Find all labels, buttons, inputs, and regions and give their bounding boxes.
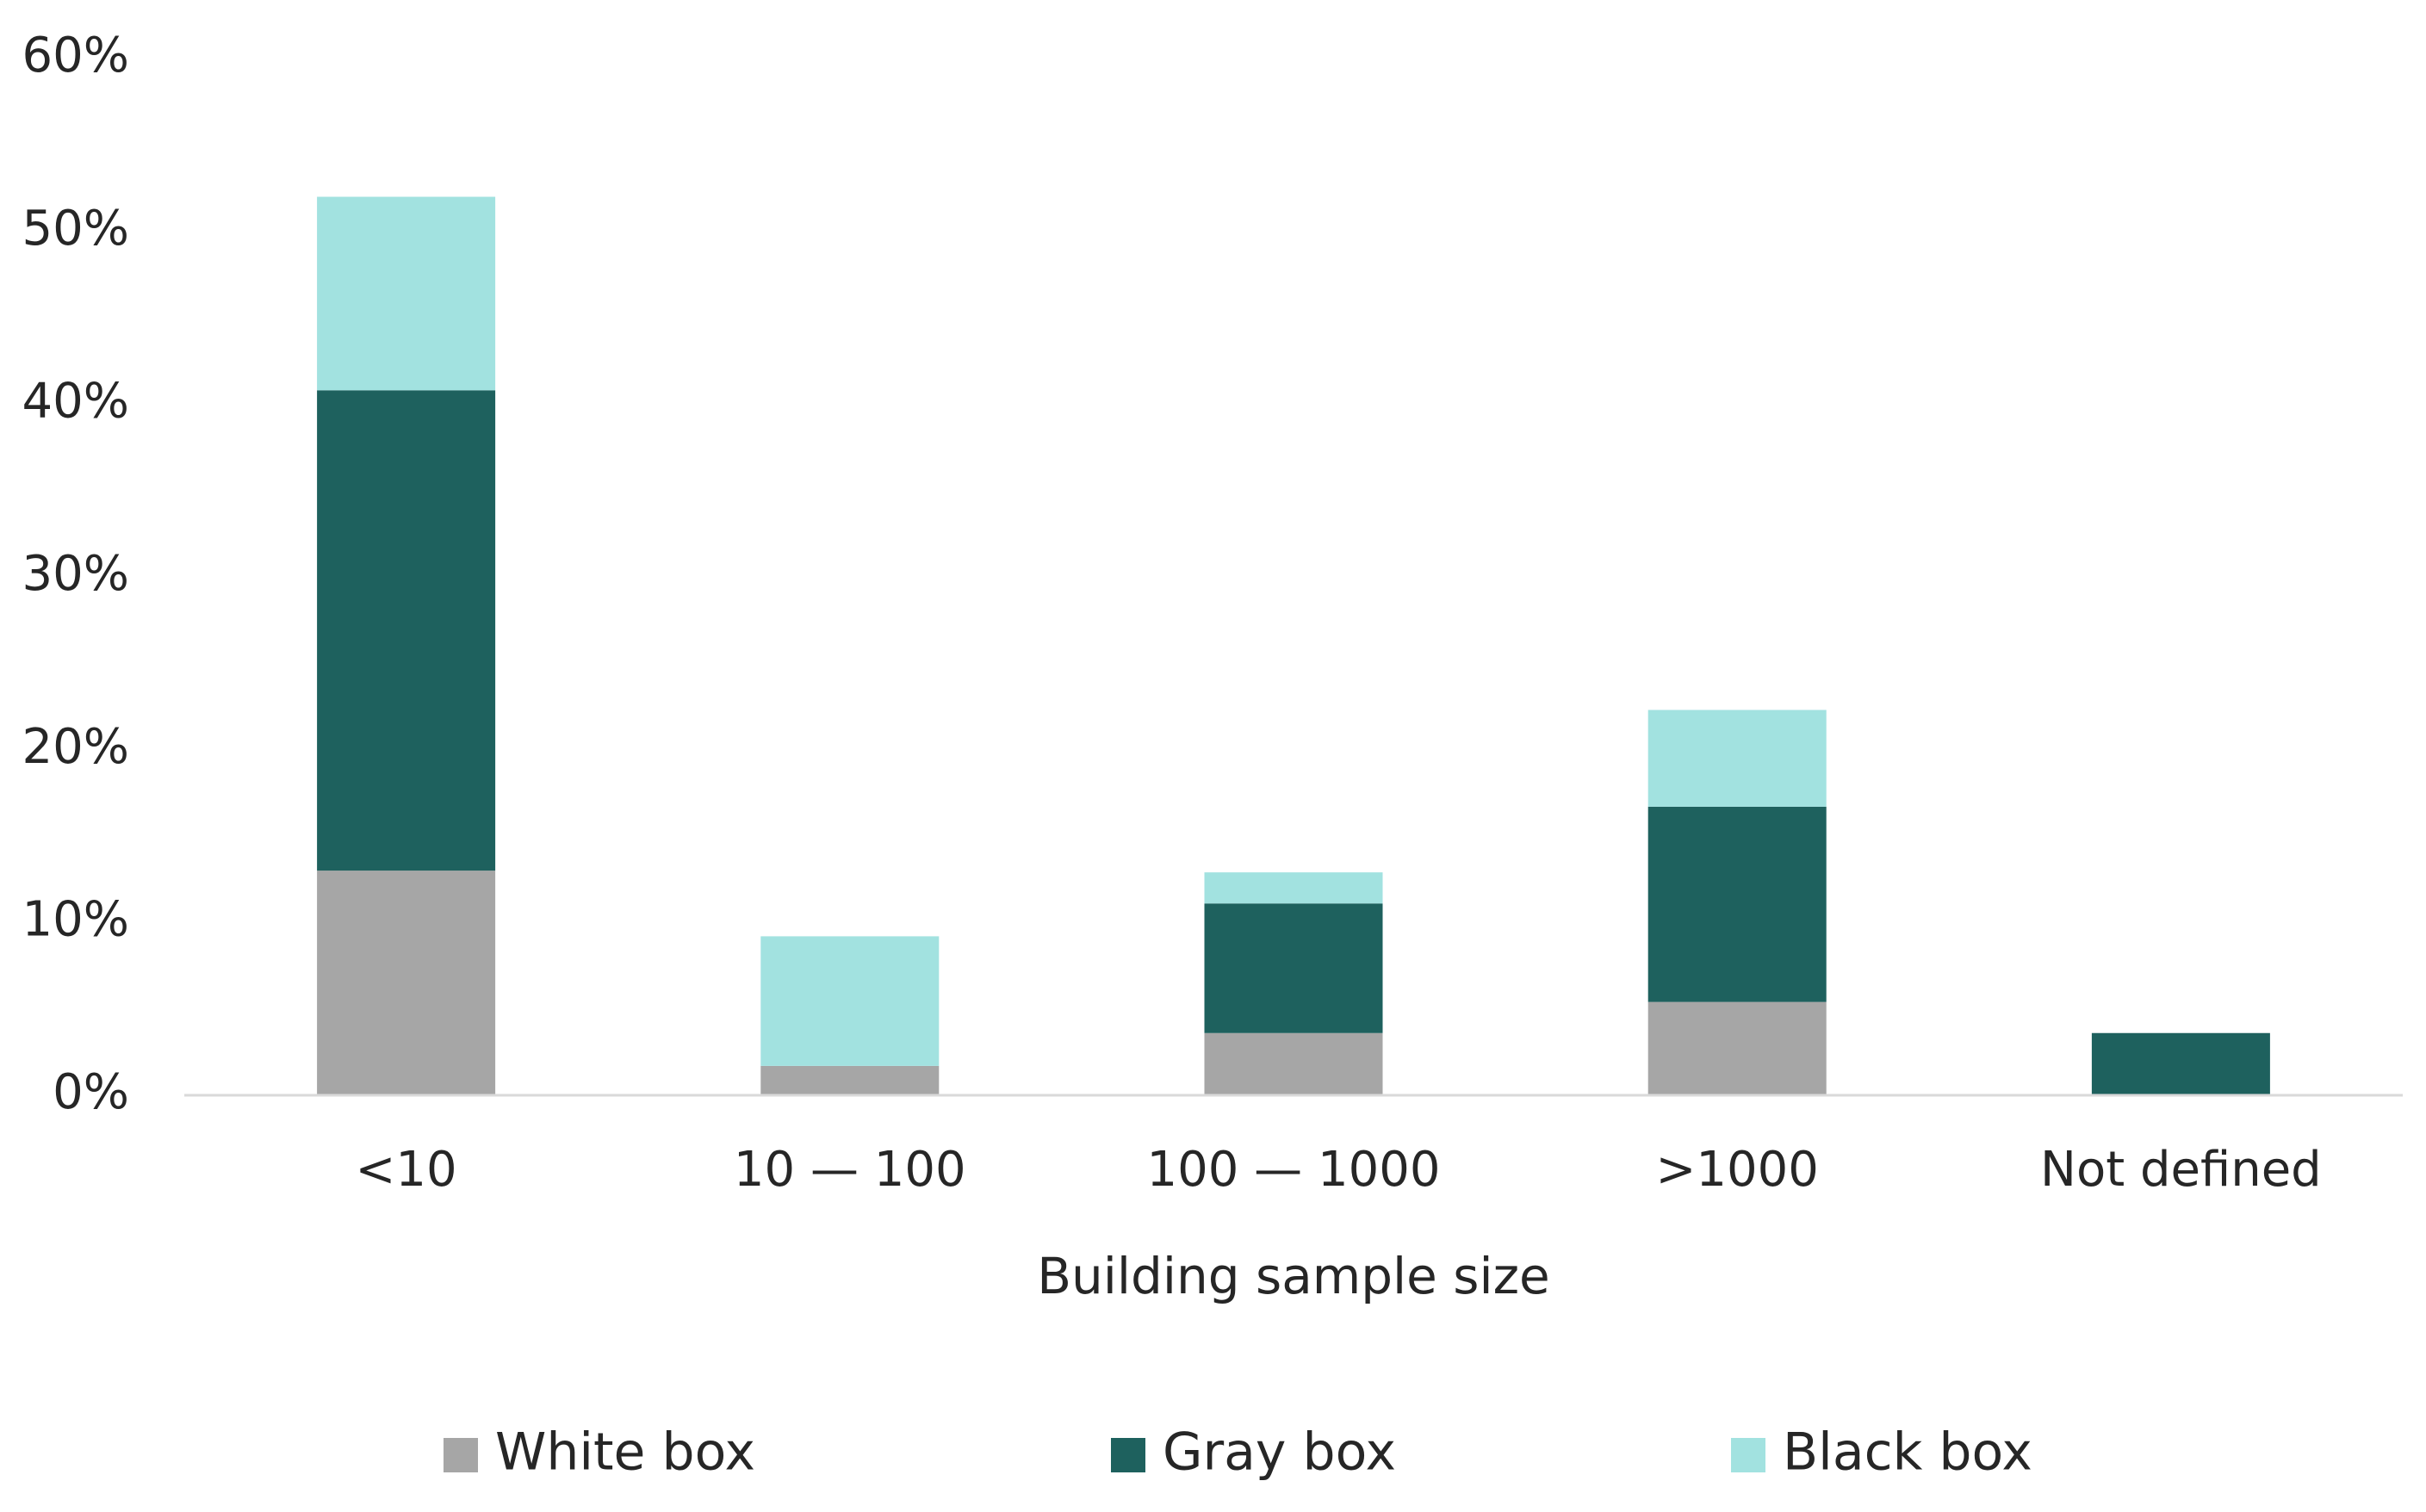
x-tick-label: 100 — 1000 [1146,1142,1440,1198]
legend-label: Black box [1783,1422,2032,1483]
y-tick-label: 20% [22,719,129,775]
legend-swatch [1111,1438,1145,1472]
x-axis-ticks: <10 10 — 100 100 — 1000 >1000 Not defined [356,1142,2322,1198]
legend-swatch [444,1438,478,1472]
bar-segment [760,1065,940,1095]
y-tick-label: 30% [22,546,129,602]
bar-segment [760,936,940,1066]
bar-segment [1647,806,1827,1002]
bar-segment [1647,1001,1827,1095]
y-tick-label: 10% [22,891,129,947]
legend-item: White box [444,1422,755,1483]
y-axis-ticks: 0% 10% 20% 30% 40% 50% 60% [22,28,129,1120]
x-tick-label: >1000 [1655,1142,1818,1198]
legend-label: Gray box [1163,1422,1396,1483]
legend-swatch [1731,1438,1765,1472]
bar-segment [1204,1032,1383,1095]
y-tick-label: 0% [53,1064,129,1120]
bar-segment [1204,903,1383,1033]
bars-group [317,196,2270,1095]
y-tick-label: 60% [22,28,129,84]
x-tick-label: 10 — 100 [734,1142,966,1198]
legend-item: Gray box [1111,1422,1396,1483]
bar-segment [2091,1032,2270,1095]
bar-segment [317,196,496,391]
legend-label: White box [495,1422,755,1483]
x-tick-label: Not defined [2040,1142,2322,1198]
x-tick-label: <10 [356,1142,457,1198]
legend: White box Gray box Black box [444,1422,2032,1483]
y-tick-label: 40% [22,373,129,429]
bar-segment [1204,872,1383,904]
y-tick-label: 50% [22,201,129,257]
bar-segment [317,871,496,1095]
x-axis-label: Building sample size [1037,1247,1550,1305]
bar-segment [1647,710,1827,807]
legend-item: Black box [1731,1422,2032,1483]
bar-segment [317,390,496,871]
